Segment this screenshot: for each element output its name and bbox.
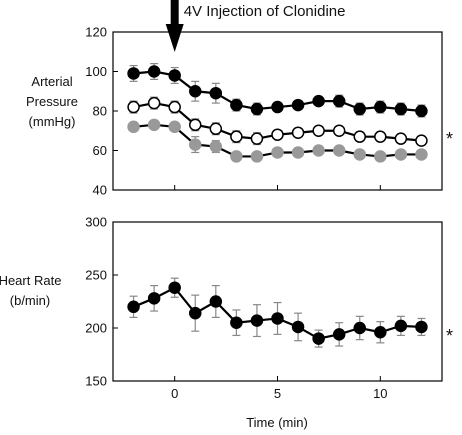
pressure-series	[127, 62, 428, 190]
pressure-y-label: Arterial Pressure (mmHg)	[26, 74, 78, 129]
pressure-data-point	[291, 98, 305, 112]
heart-rate-data-point	[353, 321, 366, 335]
pressure-y-tick-label: 100	[85, 64, 107, 79]
pressure-data-point	[332, 144, 346, 157]
pressure-data-point	[127, 120, 140, 134]
pressure-data-point	[168, 69, 181, 82]
pressure-y-tick-label: 80	[93, 104, 107, 119]
pressure-data-point	[209, 140, 223, 153]
pressure-data-point	[189, 138, 202, 151]
pressure-data-point	[230, 98, 243, 112]
pressure-data-point	[332, 124, 346, 137]
pressure-data-point	[230, 130, 243, 143]
time-x-tick-label: 0	[171, 386, 178, 401]
pressure-data-point	[353, 130, 366, 143]
pressure-data-point	[209, 86, 223, 100]
injection-annotation: 4V Injection of Clonidine	[165, 0, 346, 52]
heart-rate-data-point	[127, 300, 140, 314]
pressure-data-point	[189, 118, 202, 132]
pressure-y-label-line: (mmHg)	[29, 114, 76, 129]
heart-rate-y-label-line: Heart Rate	[0, 273, 61, 288]
heart-rate-data-point	[291, 320, 305, 334]
pressure-data-point	[312, 144, 325, 157]
pressure-y-ticks: 40 60 80 100 120	[85, 25, 118, 198]
heart-rate-significance-marker: *	[446, 326, 453, 346]
pressure-data-point	[291, 126, 305, 139]
heart-rate-panel: 150 200 250 300 0 5 10 Heart Rate (b/min) * Ti…	[0, 215, 453, 431]
time-axis-label: Time (min)	[246, 415, 308, 430]
time-x-ticks: 0 5 10	[171, 386, 387, 401]
pressure-data-point	[374, 150, 387, 163]
pressure-data-point	[127, 67, 140, 80]
heart-rate-data-point	[189, 306, 202, 320]
heart-rate-data-point	[271, 312, 284, 325]
pressure-data-point	[250, 132, 264, 145]
pressure-data-point	[250, 150, 264, 163]
injection-arrow-head	[165, 24, 184, 52]
pressure-data-point	[415, 104, 428, 118]
heart-rate-data-point	[332, 328, 346, 341]
pressure-data-point	[415, 134, 428, 147]
time-x-tick-label: 5	[274, 386, 281, 401]
pressure-data-point	[291, 146, 305, 159]
pressure-y-label-line: Pressure	[26, 94, 78, 109]
heart-rate-plot-frame	[112, 221, 443, 382]
heart-rate-data-point	[312, 332, 325, 345]
heart-rate-data-point	[250, 314, 264, 327]
pressure-data-point	[353, 148, 366, 161]
heart-rate-data-point	[374, 325, 387, 339]
pressure-data-point	[209, 122, 223, 136]
pressure-y-label-line: Arterial	[31, 74, 72, 89]
pressure-data-point	[271, 128, 284, 141]
pressure-data-point	[271, 146, 284, 159]
pressure-data-point	[168, 100, 181, 114]
heart-rate-y-label-line: (b/min)	[10, 293, 50, 308]
pressure-data-point	[374, 100, 387, 114]
pressure-data-point	[332, 94, 346, 108]
heart-rate-data-point	[168, 281, 181, 294]
heart-rate-data-point	[230, 316, 243, 329]
pressure-data-point	[147, 65, 161, 78]
injection-label: 4V Injection of Clonidine	[184, 3, 346, 20]
heart-rate-y-ticks: 150 200 250 300	[85, 215, 118, 389]
pressure-data-point	[394, 148, 408, 161]
heart-rate-y-tick-label: 250	[85, 268, 107, 283]
pressure-data-point	[168, 120, 181, 134]
heart-rate-data-point	[415, 320, 428, 334]
pressure-data-point	[353, 102, 366, 116]
heart-rate-y-tick-label: 200	[85, 321, 107, 336]
pressure-data-point	[147, 118, 161, 132]
pressure-data-point	[250, 102, 264, 116]
pressure-data-point	[147, 96, 161, 110]
pressure-data-point	[312, 94, 325, 108]
pressure-data-point	[415, 148, 428, 161]
heart-rate-data-point	[147, 292, 161, 305]
heart-rate-y-tick-label: 300	[85, 215, 107, 230]
pressure-data-point	[271, 100, 284, 114]
heart-rate-y-tick-label: 150	[85, 374, 107, 389]
heart-rate-data-point	[394, 319, 408, 333]
heart-rate-series	[127, 277, 428, 381]
heart-rate-data-point	[209, 295, 223, 308]
pressure-data-point	[127, 100, 140, 114]
injection-arrow-shaft	[170, 0, 179, 28]
time-x-tick-label: 10	[373, 386, 387, 401]
pressure-data-point	[374, 130, 387, 143]
pressure-data-point	[230, 150, 243, 163]
pressure-data-point	[394, 102, 408, 116]
pressure-data-point	[189, 85, 202, 98]
pressure-y-tick-label: 60	[93, 143, 107, 158]
pressure-y-tick-label: 120	[85, 25, 107, 40]
pressure-panel: 40 60 80 100 120 Arterial Pressure (mmHg) 4V I…	[26, 0, 453, 198]
pressure-data-point	[312, 124, 325, 137]
pressure-y-tick-label: 40	[93, 183, 107, 198]
heart-rate-y-label: Heart Rate (b/min)	[0, 273, 61, 308]
pressure-significance-marker: *	[446, 129, 453, 149]
pressure-data-point	[394, 132, 408, 145]
